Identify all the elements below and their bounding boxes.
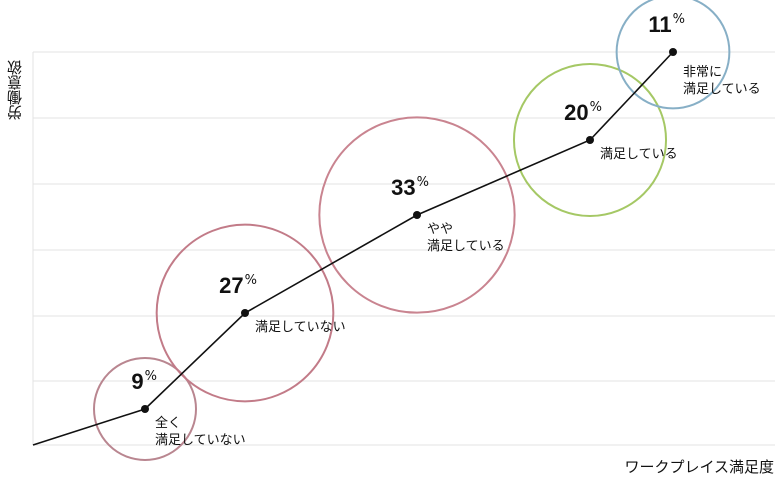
value-number: 9 [131, 369, 144, 394]
value-label: 33% [391, 175, 429, 201]
category-label: 全く 満足していない [155, 416, 246, 448]
value-unit: % [416, 175, 429, 190]
value-label: 20% [564, 100, 602, 126]
point [586, 136, 594, 144]
category-label: やや 満足している [427, 222, 505, 254]
value-unit: % [144, 369, 157, 384]
trend-line [32, 51, 674, 446]
category-label: 満足している [600, 147, 678, 162]
value-label: 27% [219, 273, 257, 299]
bubble [615, 0, 731, 110]
point [669, 48, 677, 56]
value-unit: % [672, 12, 685, 27]
category-label: 非常に 満足している [683, 65, 761, 97]
category-label: 満足していない [255, 320, 346, 335]
value-unit: % [244, 273, 257, 288]
bubble [512, 62, 668, 218]
value-number: 27 [219, 273, 244, 298]
point [141, 405, 149, 413]
y-axis-title: 労働意欲 [6, 60, 24, 120]
value-number: 33 [391, 175, 416, 200]
bubble [93, 357, 197, 461]
point [413, 211, 421, 219]
value-unit: % [589, 100, 602, 115]
value-label: 11% [648, 12, 685, 38]
bubble [318, 116, 516, 314]
point [241, 309, 249, 317]
bubble [155, 223, 335, 403]
value-number: 20 [564, 100, 589, 125]
value-number: 11 [648, 12, 672, 37]
x-axis-title: ワークプレイス満足度 [624, 458, 774, 476]
value-label: 9% [131, 369, 157, 395]
